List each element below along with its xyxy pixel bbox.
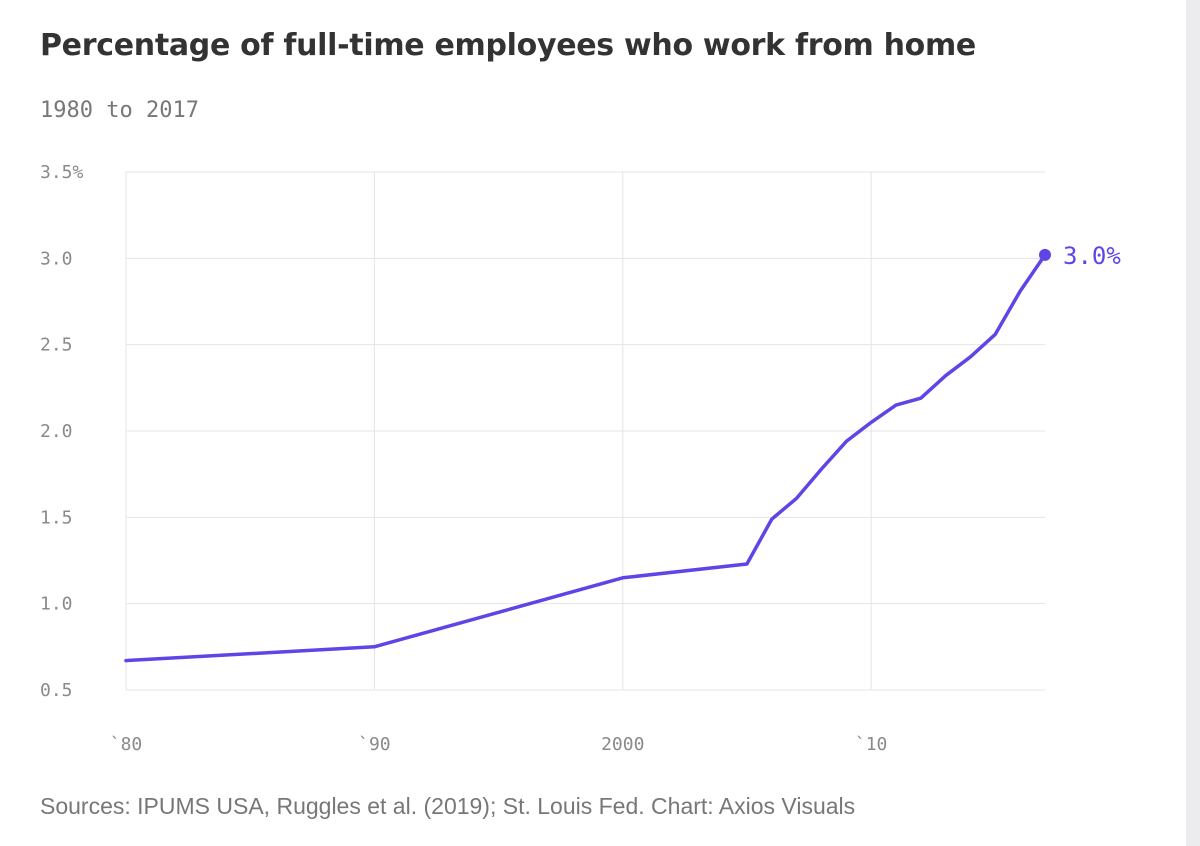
y-tick-label: 3.0	[40, 248, 73, 269]
series-line	[124, 253, 1047, 663]
end-point-marker	[1039, 248, 1051, 261]
y-tick-label: 0.5	[40, 680, 73, 701]
y-tick-label: 2.5	[40, 335, 73, 356]
x-tick-label: `80	[110, 734, 143, 755]
y-tick-label: 1.0	[40, 594, 73, 615]
y-tick-label: 2.0	[40, 421, 73, 442]
y-tick-label: 1.5	[40, 507, 73, 528]
horizontal-gridlines	[126, 171, 1045, 691]
annotation-layer: 3.0%	[1039, 242, 1121, 270]
x-axis-tick-labels: `80 `90 2000 `10	[110, 734, 888, 755]
x-tick-label: `10	[855, 734, 888, 755]
series-layer	[124, 253, 1047, 663]
x-tick-label: 2000	[601, 734, 644, 755]
chart-title: Percentage of full-time employees who wo…	[40, 28, 976, 63]
y-axis-tick-labels: 0.5 1.0 1.5 2.0 2.5 3.0 3.5%	[40, 162, 84, 701]
chart-subtitle: 1980 to 2017	[40, 98, 199, 123]
source-note: Sources: IPUMS USA, Ruggles et al. (2019…	[40, 793, 856, 819]
end-value-label: 3.0%	[1063, 242, 1121, 270]
x-tick-label: `90	[358, 734, 391, 755]
right-scroll-strip	[1186, 0, 1200, 846]
y-tick-label: 3.5%	[40, 162, 84, 183]
